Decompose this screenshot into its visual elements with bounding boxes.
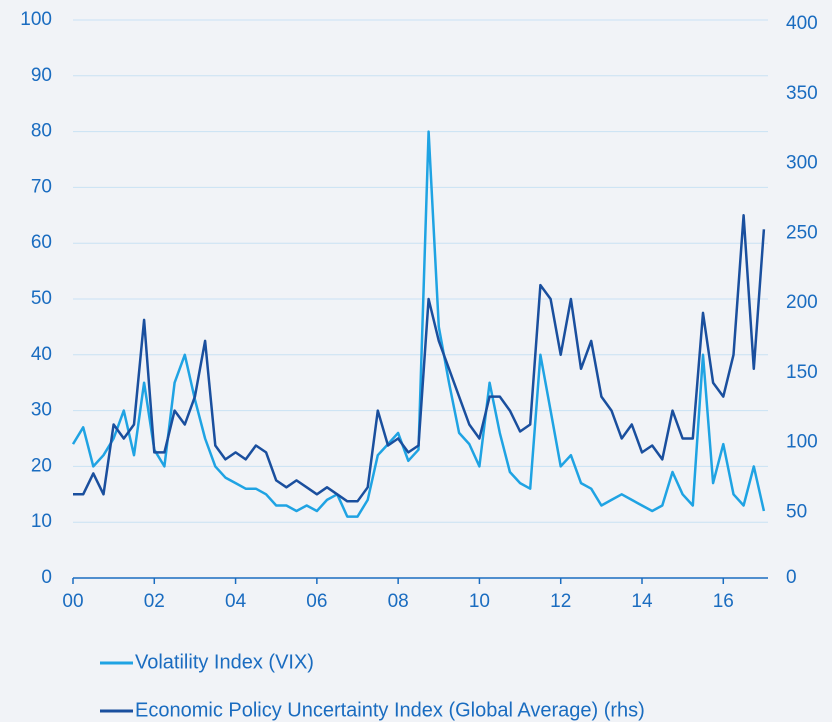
x-tick-label: 00 bbox=[62, 591, 83, 612]
y2-tick-label: 300 bbox=[786, 153, 818, 174]
legend-label: Volatility Index (VIX) bbox=[135, 651, 314, 673]
y2-tick-label: 350 bbox=[786, 83, 818, 104]
y2-tick-label: 200 bbox=[786, 292, 818, 313]
y2-tick-label: 250 bbox=[786, 222, 818, 243]
y-tick-label: 0 bbox=[41, 567, 52, 588]
y-tick-label: 20 bbox=[31, 455, 52, 476]
y-tick-label: 40 bbox=[31, 344, 52, 365]
y-tick-label: 70 bbox=[31, 176, 52, 197]
legend-label: Economic Policy Uncertainty Index (Globa… bbox=[135, 699, 645, 721]
series-line bbox=[73, 214, 766, 503]
y2-tick-label: 150 bbox=[786, 362, 818, 383]
x-tick-label: 14 bbox=[631, 591, 653, 612]
y-tick-label: 10 bbox=[31, 511, 52, 532]
series-line bbox=[71, 130, 766, 518]
x-tick-label: 12 bbox=[550, 591, 571, 612]
x-tick-label: 02 bbox=[144, 591, 165, 612]
x-tick-label: 04 bbox=[225, 591, 247, 612]
x-tick-label: 08 bbox=[388, 591, 409, 612]
y2-tick-label: 0 bbox=[786, 567, 797, 588]
y-tick-label: 30 bbox=[31, 400, 52, 421]
y-tick-label: 80 bbox=[31, 121, 52, 142]
y-tick-label: 60 bbox=[31, 232, 52, 253]
y2-tick-label: 50 bbox=[786, 501, 807, 522]
x-tick-label: 16 bbox=[713, 591, 734, 612]
y-tick-label: 100 bbox=[20, 9, 52, 30]
x-tick-label: 10 bbox=[469, 591, 490, 612]
y2-tick-label: 100 bbox=[786, 432, 818, 453]
y2-tick-label: 400 bbox=[786, 13, 818, 34]
y-tick-label: 50 bbox=[31, 288, 52, 309]
x-tick-label: 06 bbox=[306, 591, 327, 612]
y-tick-label: 90 bbox=[31, 65, 52, 86]
